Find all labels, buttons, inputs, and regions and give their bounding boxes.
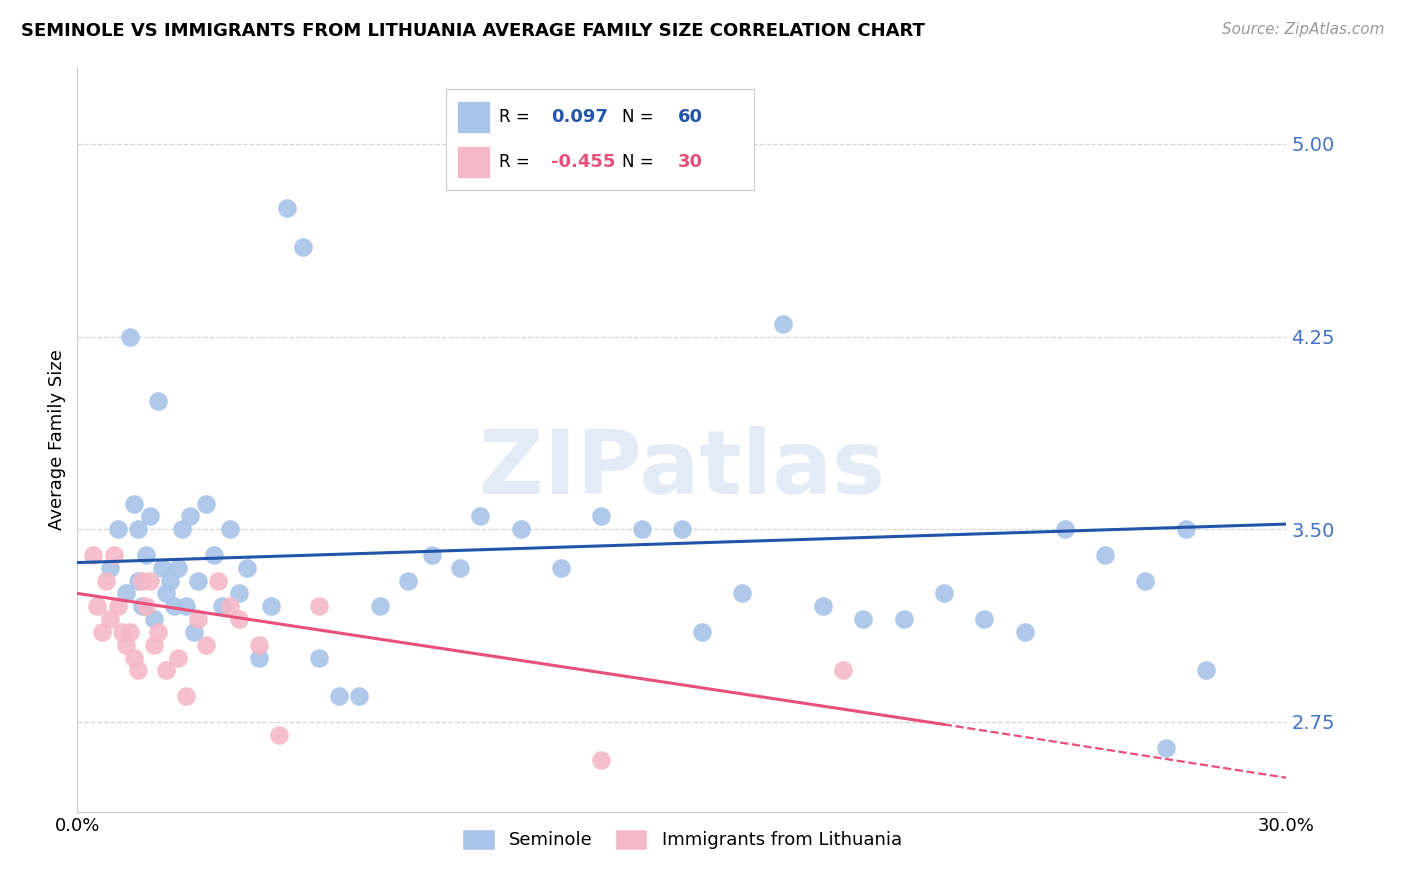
Point	[1053, 522, 1076, 536]
Point	[396, 574, 419, 588]
Point	[195, 496, 218, 510]
Point	[131, 574, 153, 588]
Point	[211, 599, 233, 614]
Point	[114, 638, 136, 652]
Point	[150, 560, 173, 574]
Point	[187, 574, 209, 588]
Point	[139, 509, 162, 524]
Point	[118, 624, 141, 639]
Point	[146, 624, 169, 639]
Point	[179, 509, 201, 524]
Point	[155, 664, 177, 678]
Point	[195, 638, 218, 652]
Point	[127, 664, 149, 678]
Point	[292, 240, 315, 254]
Point	[103, 548, 125, 562]
Text: SEMINOLE VS IMMIGRANTS FROM LITHUANIA AVERAGE FAMILY SIZE CORRELATION CHART: SEMINOLE VS IMMIGRANTS FROM LITHUANIA AV…	[21, 22, 925, 40]
Point	[449, 560, 471, 574]
Point	[122, 496, 145, 510]
Point	[131, 599, 153, 614]
Point	[731, 586, 754, 600]
Point	[932, 586, 955, 600]
Point	[167, 650, 190, 665]
Point	[187, 612, 209, 626]
Point	[146, 393, 169, 408]
Point	[1195, 664, 1218, 678]
Point	[202, 548, 225, 562]
Point	[98, 560, 121, 574]
Point	[142, 638, 165, 652]
Text: Source: ZipAtlas.com: Source: ZipAtlas.com	[1222, 22, 1385, 37]
Point	[973, 612, 995, 626]
Point	[630, 522, 652, 536]
Point	[135, 599, 157, 614]
Point	[420, 548, 443, 562]
Point	[219, 522, 242, 536]
Point	[228, 612, 250, 626]
Point	[308, 599, 330, 614]
Point	[155, 586, 177, 600]
Point	[82, 548, 104, 562]
Point	[1174, 522, 1197, 536]
Point	[671, 522, 693, 536]
Point	[94, 574, 117, 588]
Point	[111, 624, 134, 639]
Point	[832, 664, 855, 678]
Point	[235, 560, 257, 574]
Point	[98, 612, 121, 626]
Point	[107, 599, 129, 614]
Point	[139, 574, 162, 588]
Point	[174, 689, 197, 703]
Point	[127, 574, 149, 588]
Point	[228, 586, 250, 600]
Point	[260, 599, 283, 614]
Point	[118, 329, 141, 343]
Y-axis label: Average Family Size: Average Family Size	[48, 349, 66, 530]
Point	[135, 548, 157, 562]
Point	[127, 522, 149, 536]
Point	[174, 599, 197, 614]
Point	[267, 728, 290, 742]
Point	[90, 624, 112, 639]
Point	[368, 599, 391, 614]
Point	[122, 650, 145, 665]
Point	[349, 689, 371, 703]
Point	[247, 638, 270, 652]
Point	[893, 612, 915, 626]
Point	[183, 624, 205, 639]
Point	[690, 624, 713, 639]
Point	[1135, 574, 1157, 588]
Point	[163, 599, 186, 614]
Point	[107, 522, 129, 536]
Point	[172, 522, 194, 536]
Point	[852, 612, 875, 626]
Point	[86, 599, 108, 614]
Point	[114, 586, 136, 600]
Point	[1014, 624, 1036, 639]
Point	[207, 574, 229, 588]
Point	[470, 509, 492, 524]
Point	[772, 317, 794, 331]
Point	[276, 201, 298, 215]
Legend: Seminole, Immigrants from Lithuania: Seminole, Immigrants from Lithuania	[453, 820, 911, 859]
Point	[509, 522, 531, 536]
Point	[167, 560, 190, 574]
Point	[591, 509, 613, 524]
Point	[1154, 740, 1177, 755]
Point	[219, 599, 242, 614]
Point	[308, 650, 330, 665]
Point	[591, 753, 613, 767]
Point	[142, 612, 165, 626]
Point	[811, 599, 834, 614]
Point	[159, 574, 181, 588]
Point	[328, 689, 350, 703]
Point	[1094, 548, 1116, 562]
Point	[550, 560, 572, 574]
Text: ZIPatlas: ZIPatlas	[479, 425, 884, 513]
Point	[247, 650, 270, 665]
